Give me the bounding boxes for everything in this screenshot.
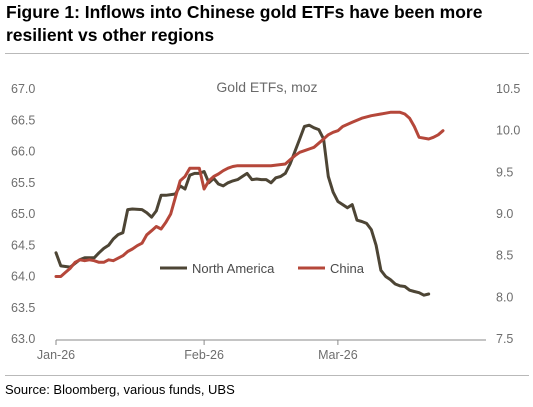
figure-title-line-1: Figure 1: Inflows into Chinese gold ETFs… bbox=[6, 2, 483, 22]
y-left-tick-label: 63.5 bbox=[11, 301, 35, 315]
source-note: Source: Bloomberg, various funds, UBS bbox=[5, 382, 235, 397]
figure-title-line-2: resilient vs other regions bbox=[6, 25, 215, 45]
gold-etf-chart: 63.0 63.5 64.0 64.5 65.0 65.5 66.0 66.5 67.0 7.5 8… bbox=[11, 79, 520, 362]
series-line-china bbox=[54, 110, 445, 278]
y-right-tick-label: 9.0 bbox=[496, 207, 513, 221]
y-right-tick-label: 9.5 bbox=[496, 165, 513, 179]
bottom-rule bbox=[5, 375, 529, 376]
y-left-tick-label: 67.0 bbox=[11, 82, 35, 96]
legend-label: North America bbox=[192, 261, 275, 276]
legend-label: China bbox=[330, 261, 365, 276]
y-right-tick-label: 7.5 bbox=[496, 332, 513, 346]
chart-title: Gold ETFs, moz bbox=[216, 79, 317, 95]
y-left-tick-label: 65.0 bbox=[11, 207, 35, 221]
y-left-tick-label: 64.5 bbox=[11, 238, 35, 252]
figure-title: Figure 1: Inflows into Chinese gold ETFs… bbox=[6, 1, 531, 47]
y-left-tick-label: 65.5 bbox=[11, 176, 35, 190]
y-right-tick-label: 8.0 bbox=[496, 290, 513, 304]
y-left-tick-label: 64.0 bbox=[11, 270, 35, 284]
y-right-tick-label: 8.5 bbox=[496, 249, 513, 263]
x-tick-label: Mar-26 bbox=[318, 348, 358, 362]
y-left-tick-label: 66.0 bbox=[11, 145, 35, 159]
y-left-tick-label: 63.0 bbox=[11, 332, 35, 346]
x-tick-label: Feb-26 bbox=[184, 348, 224, 362]
y-left-tick-label: 66.5 bbox=[11, 113, 35, 127]
top-rule bbox=[5, 53, 529, 54]
series-line-north-america bbox=[54, 123, 431, 297]
x-tick-label: Jan-26 bbox=[37, 348, 75, 362]
y-right-tick-label: 10.0 bbox=[496, 124, 520, 138]
y-right-tick-label: 10.5 bbox=[496, 82, 520, 96]
